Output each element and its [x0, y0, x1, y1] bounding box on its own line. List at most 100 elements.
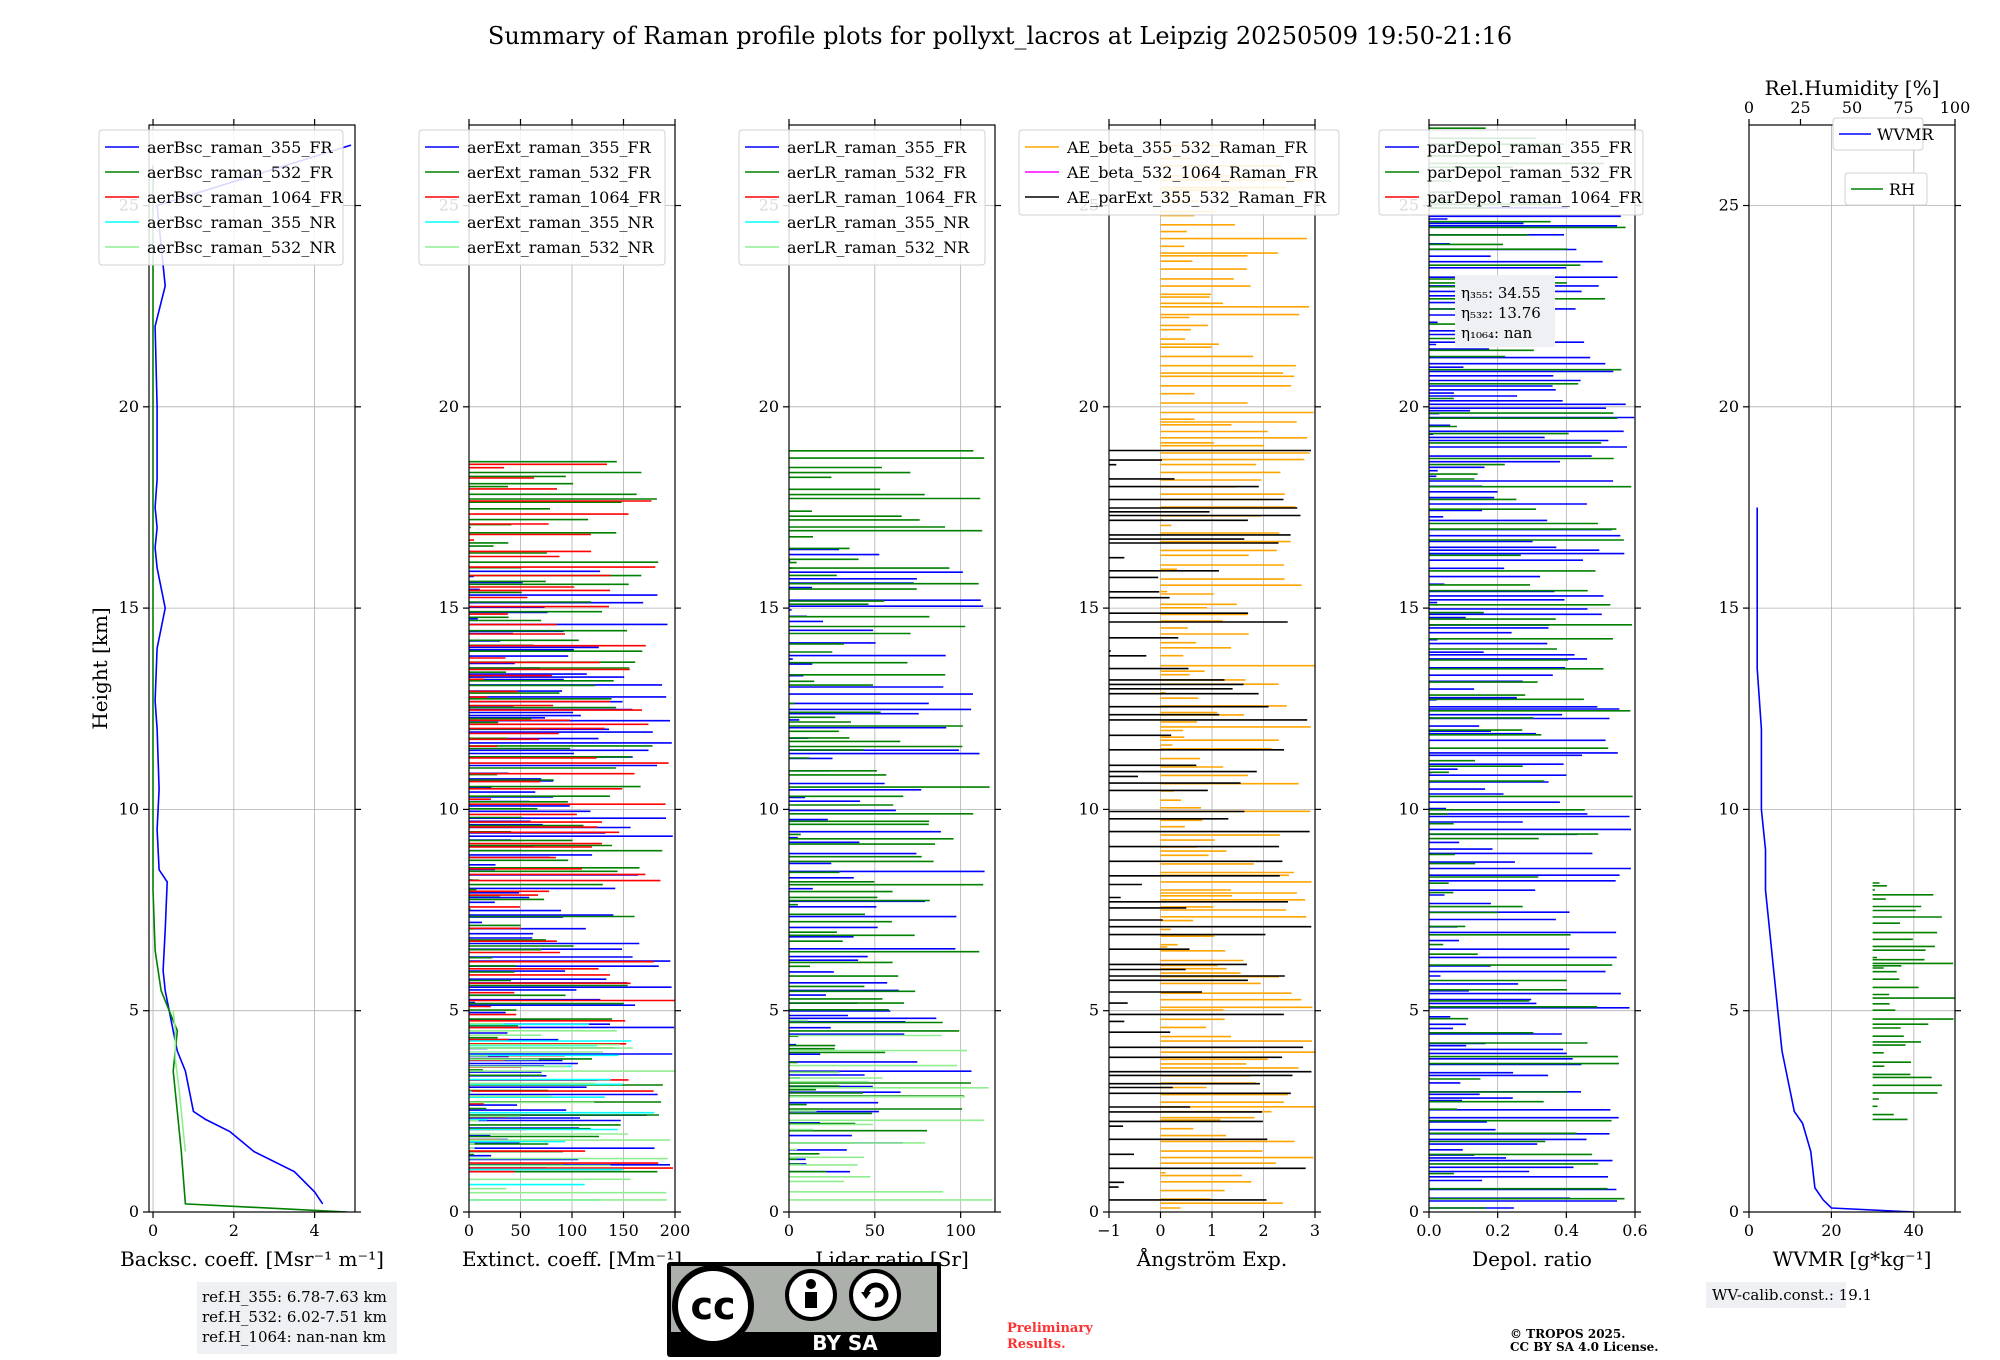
legend-label: parDepol_raman_1064_FR — [1427, 188, 1643, 207]
y-tick-label: 15 — [119, 598, 139, 617]
x-tick-label: 0.2 — [1485, 1221, 1510, 1240]
wv-calib-box: WV-calib.const.: 19.1 — [1706, 1282, 1872, 1308]
annotation-box — [1455, 275, 1555, 347]
plot-frame — [1428, 124, 1636, 1213]
x-tick-label: 3 — [1310, 1221, 1320, 1240]
legend-label: AE_beta_355_532_Raman_FR — [1066, 138, 1308, 157]
x2-tick-label: 0 — [1744, 98, 1754, 117]
preliminary-note: Preliminary Results. — [1007, 1321, 1093, 1352]
y-tick-label: 20 — [1399, 397, 1419, 416]
y-tick-label: 25 — [1719, 196, 1739, 215]
x-axis-label: Depol. ratio — [1472, 1247, 1592, 1271]
y-tick-label: 20 — [1719, 397, 1739, 416]
y-tick-label: 15 — [759, 598, 779, 617]
panel-3: 0510152025050100Lidar ratio [Sr]aerLR_ra… — [738, 119, 1001, 1271]
legend-label: RH — [1889, 180, 1915, 199]
y-tick-label: 5 — [449, 1001, 459, 1020]
series-line-RH — [1872, 882, 1955, 1121]
legend-label: aerLR_raman_532_FR — [787, 163, 967, 182]
y-tick-label: 20 — [759, 397, 779, 416]
y-tick-label: 0 — [1409, 1202, 1419, 1221]
y-tick-label: 20 — [119, 397, 139, 416]
annotation-text: η₅₃₂: 13.76 — [1461, 304, 1541, 322]
y-tick-label: 5 — [129, 1001, 139, 1020]
y-tick-label: 15 — [1399, 598, 1419, 617]
legend-label: AE_parExt_355_532_Raman_FR — [1066, 188, 1327, 207]
plot-area — [469, 460, 675, 1201]
legend-box — [418, 129, 666, 266]
y-tick-label: 0 — [129, 1202, 139, 1221]
y-tick-label: 0 — [769, 1202, 779, 1221]
legend-label: aerBsc_raman_532_NR — [147, 238, 336, 257]
cc-license-logo: cc BY SA — [667, 1262, 941, 1357]
plot-frame — [788, 124, 996, 1213]
x-tick-label: 0 — [1744, 1221, 1754, 1240]
plot-frame — [148, 124, 356, 1213]
y-tick-label: 0 — [1729, 1202, 1739, 1221]
y-tick-label: 10 — [1399, 799, 1419, 818]
series-line-aerLR_raman_532_FR — [789, 450, 990, 1173]
x-tick-label: 1 — [1207, 1221, 1217, 1240]
legend-box — [738, 129, 986, 266]
y-tick-label: 5 — [1409, 1001, 1419, 1020]
legend-label: aerLR_raman_355_NR — [787, 213, 970, 232]
y-axis-label: Height [km] — [88, 607, 112, 729]
legend-label: parDepol_raman_355_FR — [1427, 138, 1633, 157]
y-tick-label: 10 — [759, 799, 779, 818]
legend-box — [1378, 129, 1644, 216]
x-tick-label: 0 — [464, 1221, 474, 1240]
plot-area — [1756, 507, 1955, 1212]
x-axis-label: WVMR [g*kg⁻¹] — [1773, 1247, 1932, 1271]
x-tick-label: 2 — [229, 1221, 239, 1240]
x-tick-label: 0 — [1155, 1221, 1165, 1240]
series-line-aerExt_raman_355_NR — [469, 1023, 655, 1201]
y-tick-label: 0 — [449, 1202, 459, 1221]
x-tick-label: 150 — [608, 1221, 639, 1240]
plot-area — [1109, 144, 1315, 1209]
legend-label: WVMR — [1877, 125, 1934, 144]
series-line-aerLR_raman_532_NR — [789, 1019, 993, 1201]
x-axis-label: Extinct. coeff. [Mm⁻¹] — [462, 1247, 682, 1271]
x-tick-label: 0 — [148, 1221, 158, 1240]
x-tick-label: 50 — [865, 1221, 885, 1240]
copyright-line-2: CC BY SA 4.0 License. — [1510, 1340, 1658, 1354]
series-line-aerBsc_raman_532_FR — [152, 165, 347, 1212]
copyright-line-1: © TROPOS 2025. — [1510, 1327, 1625, 1341]
x2-tick-label: 75 — [1893, 98, 1913, 117]
x2-tick-label: 25 — [1790, 98, 1810, 117]
y-tick-label: 15 — [1079, 598, 1099, 617]
legend-box — [1018, 129, 1340, 216]
preliminary-text-1: Preliminary — [1007, 1321, 1093, 1336]
annotation-text: η₃₅₅: 34.55 — [1461, 284, 1541, 302]
legend-label: aerExt_raman_1064_FR — [467, 188, 662, 207]
x-axis-label: Backsc. coeff. [Msr⁻¹ m⁻¹] — [120, 1247, 384, 1271]
refh-355: ref.H_355: 6.78-7.63 km — [202, 1288, 387, 1306]
x-tick-label: 4 — [310, 1221, 320, 1240]
y-tick-label: 5 — [1089, 1001, 1099, 1020]
panels: 0510152025024Backsc. coeff. [Msr⁻¹ m⁻¹]H… — [88, 76, 1970, 1271]
legend-label: aerBsc_raman_355_NR — [147, 213, 336, 232]
ref-height-box: ref.H_355: 6.78-7.63 km ref.H_532: 6.02-… — [197, 1282, 397, 1354]
legend-label: aerBsc_raman_1064_FR — [147, 188, 344, 207]
x-tick-label: 50 — [510, 1221, 530, 1240]
x-tick-label: 0.6 — [1622, 1221, 1647, 1240]
y-tick-label: 15 — [1719, 598, 1739, 617]
preliminary-text-2: Results. — [1007, 1337, 1066, 1352]
x-tick-label: −1 — [1097, 1221, 1121, 1240]
legend-label: aerLR_raman_1064_FR — [787, 188, 977, 207]
legend-label: aerBsc_raman_355_FR — [147, 138, 333, 157]
y-tick-label: 20 — [1079, 397, 1099, 416]
x-tick-label: 0 — [784, 1221, 794, 1240]
sa-icon — [849, 1269, 901, 1321]
x2-tick-label: 50 — [1842, 98, 1862, 117]
panel-2: 0510152025050100150200Extinct. coeff. [M… — [418, 119, 690, 1271]
legend-label: aerLR_raman_532_NR — [787, 238, 970, 257]
y-tick-label: 0 — [1089, 1202, 1099, 1221]
x-tick-label: 100 — [557, 1221, 588, 1240]
x2-tick-label: 100 — [1940, 98, 1971, 117]
chart-title: Summary of Raman profile plots for polly… — [488, 22, 1512, 50]
series-line-WVMR — [1756, 507, 1914, 1212]
legend-label: aerLR_raman_355_FR — [787, 138, 967, 157]
